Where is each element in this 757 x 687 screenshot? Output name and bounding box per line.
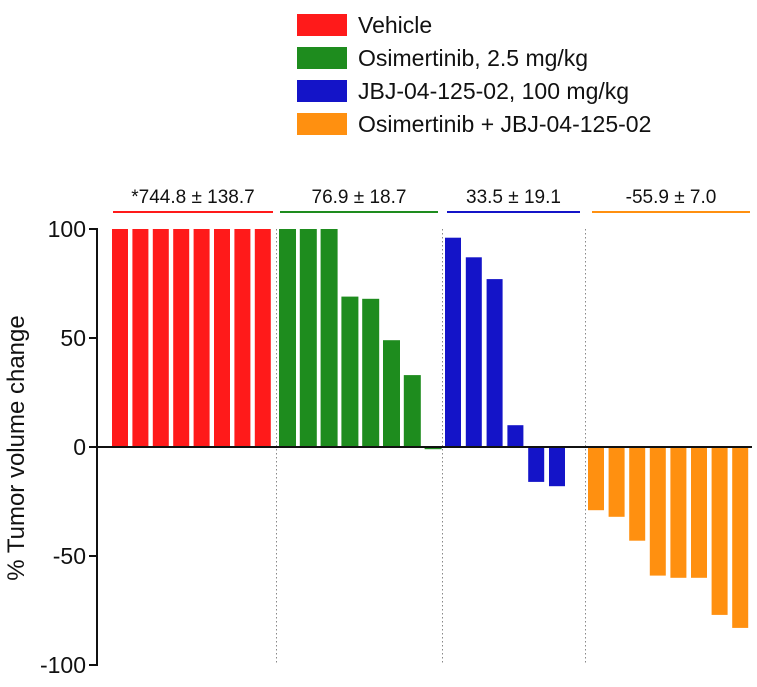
y-tick-label: -50	[53, 543, 86, 569]
legend-swatch-3	[297, 80, 347, 102]
bar-3-6	[549, 447, 565, 487]
bar-4-2	[608, 447, 625, 517]
bar-2-5	[362, 298, 380, 447]
legend-swatch-4	[297, 113, 347, 135]
bar-4-7	[711, 447, 728, 615]
bar-2-7	[403, 375, 421, 447]
group-summary-labels: *744.8 ± 138.7 76.9 ± 18.7 33.5 ± 19.1 -55.…	[113, 187, 750, 213]
bar-4-5	[670, 447, 687, 578]
bars	[112, 229, 749, 628]
legend: Vehicle Osimertinib, 2.5 mg/kg JBJ-04-125-…	[297, 12, 651, 137]
group-summary-4: -55.9 ± 7.0	[626, 187, 717, 208]
bar-3-1	[445, 237, 461, 447]
group-separators	[276, 229, 586, 665]
bar-1-8	[254, 229, 271, 447]
legend-label-2: Osimertinib, 2.5 mg/kg	[358, 45, 588, 71]
bar-1-7	[234, 229, 251, 447]
y-tick-label: 0	[73, 434, 86, 460]
legend-swatch-1	[297, 14, 347, 36]
bar-1-3	[152, 229, 169, 447]
bar-2-8	[424, 447, 442, 450]
bar-4-8	[732, 447, 749, 628]
bar-1-6	[214, 229, 230, 447]
bar-4-4	[649, 447, 666, 576]
bar-2-2	[299, 229, 317, 447]
legend-label-3: JBJ-04-125-02, 100 mg/kg	[358, 78, 629, 104]
bar-3-3	[486, 279, 503, 447]
bar-1-2	[132, 229, 149, 447]
y-tick-label: 50	[60, 325, 86, 351]
legend-label-4: Osimertinib + JBJ-04-125-02	[358, 111, 651, 137]
y-tick-label: -100	[40, 652, 86, 678]
y-axis-label: % Tumor volume change	[3, 315, 30, 580]
bar-3-4	[507, 425, 524, 447]
bar-1-4	[173, 229, 190, 447]
group-summary-1: *744.8 ± 138.7	[131, 187, 254, 208]
axes: 100 50 0 -50 -100	[40, 216, 752, 678]
legend-swatch-2	[297, 47, 347, 69]
legend-label-1: Vehicle	[358, 12, 432, 38]
y-tick-label: 100	[48, 216, 86, 242]
bar-1-1	[112, 229, 128, 447]
group-summary-2: 76.9 ± 18.7	[312, 187, 407, 208]
group-summary-3: 33.5 ± 19.1	[466, 187, 561, 208]
bar-2-6	[383, 340, 400, 447]
bar-1-5	[193, 229, 210, 447]
bar-4-3	[629, 447, 646, 541]
bar-2-3	[320, 229, 338, 447]
bar-4-6	[691, 447, 707, 578]
bar-4-1	[588, 447, 604, 511]
bar-3-2	[465, 257, 482, 447]
bar-2-4	[341, 296, 359, 447]
bar-2-1	[279, 229, 296, 447]
bar-3-5	[528, 447, 545, 482]
